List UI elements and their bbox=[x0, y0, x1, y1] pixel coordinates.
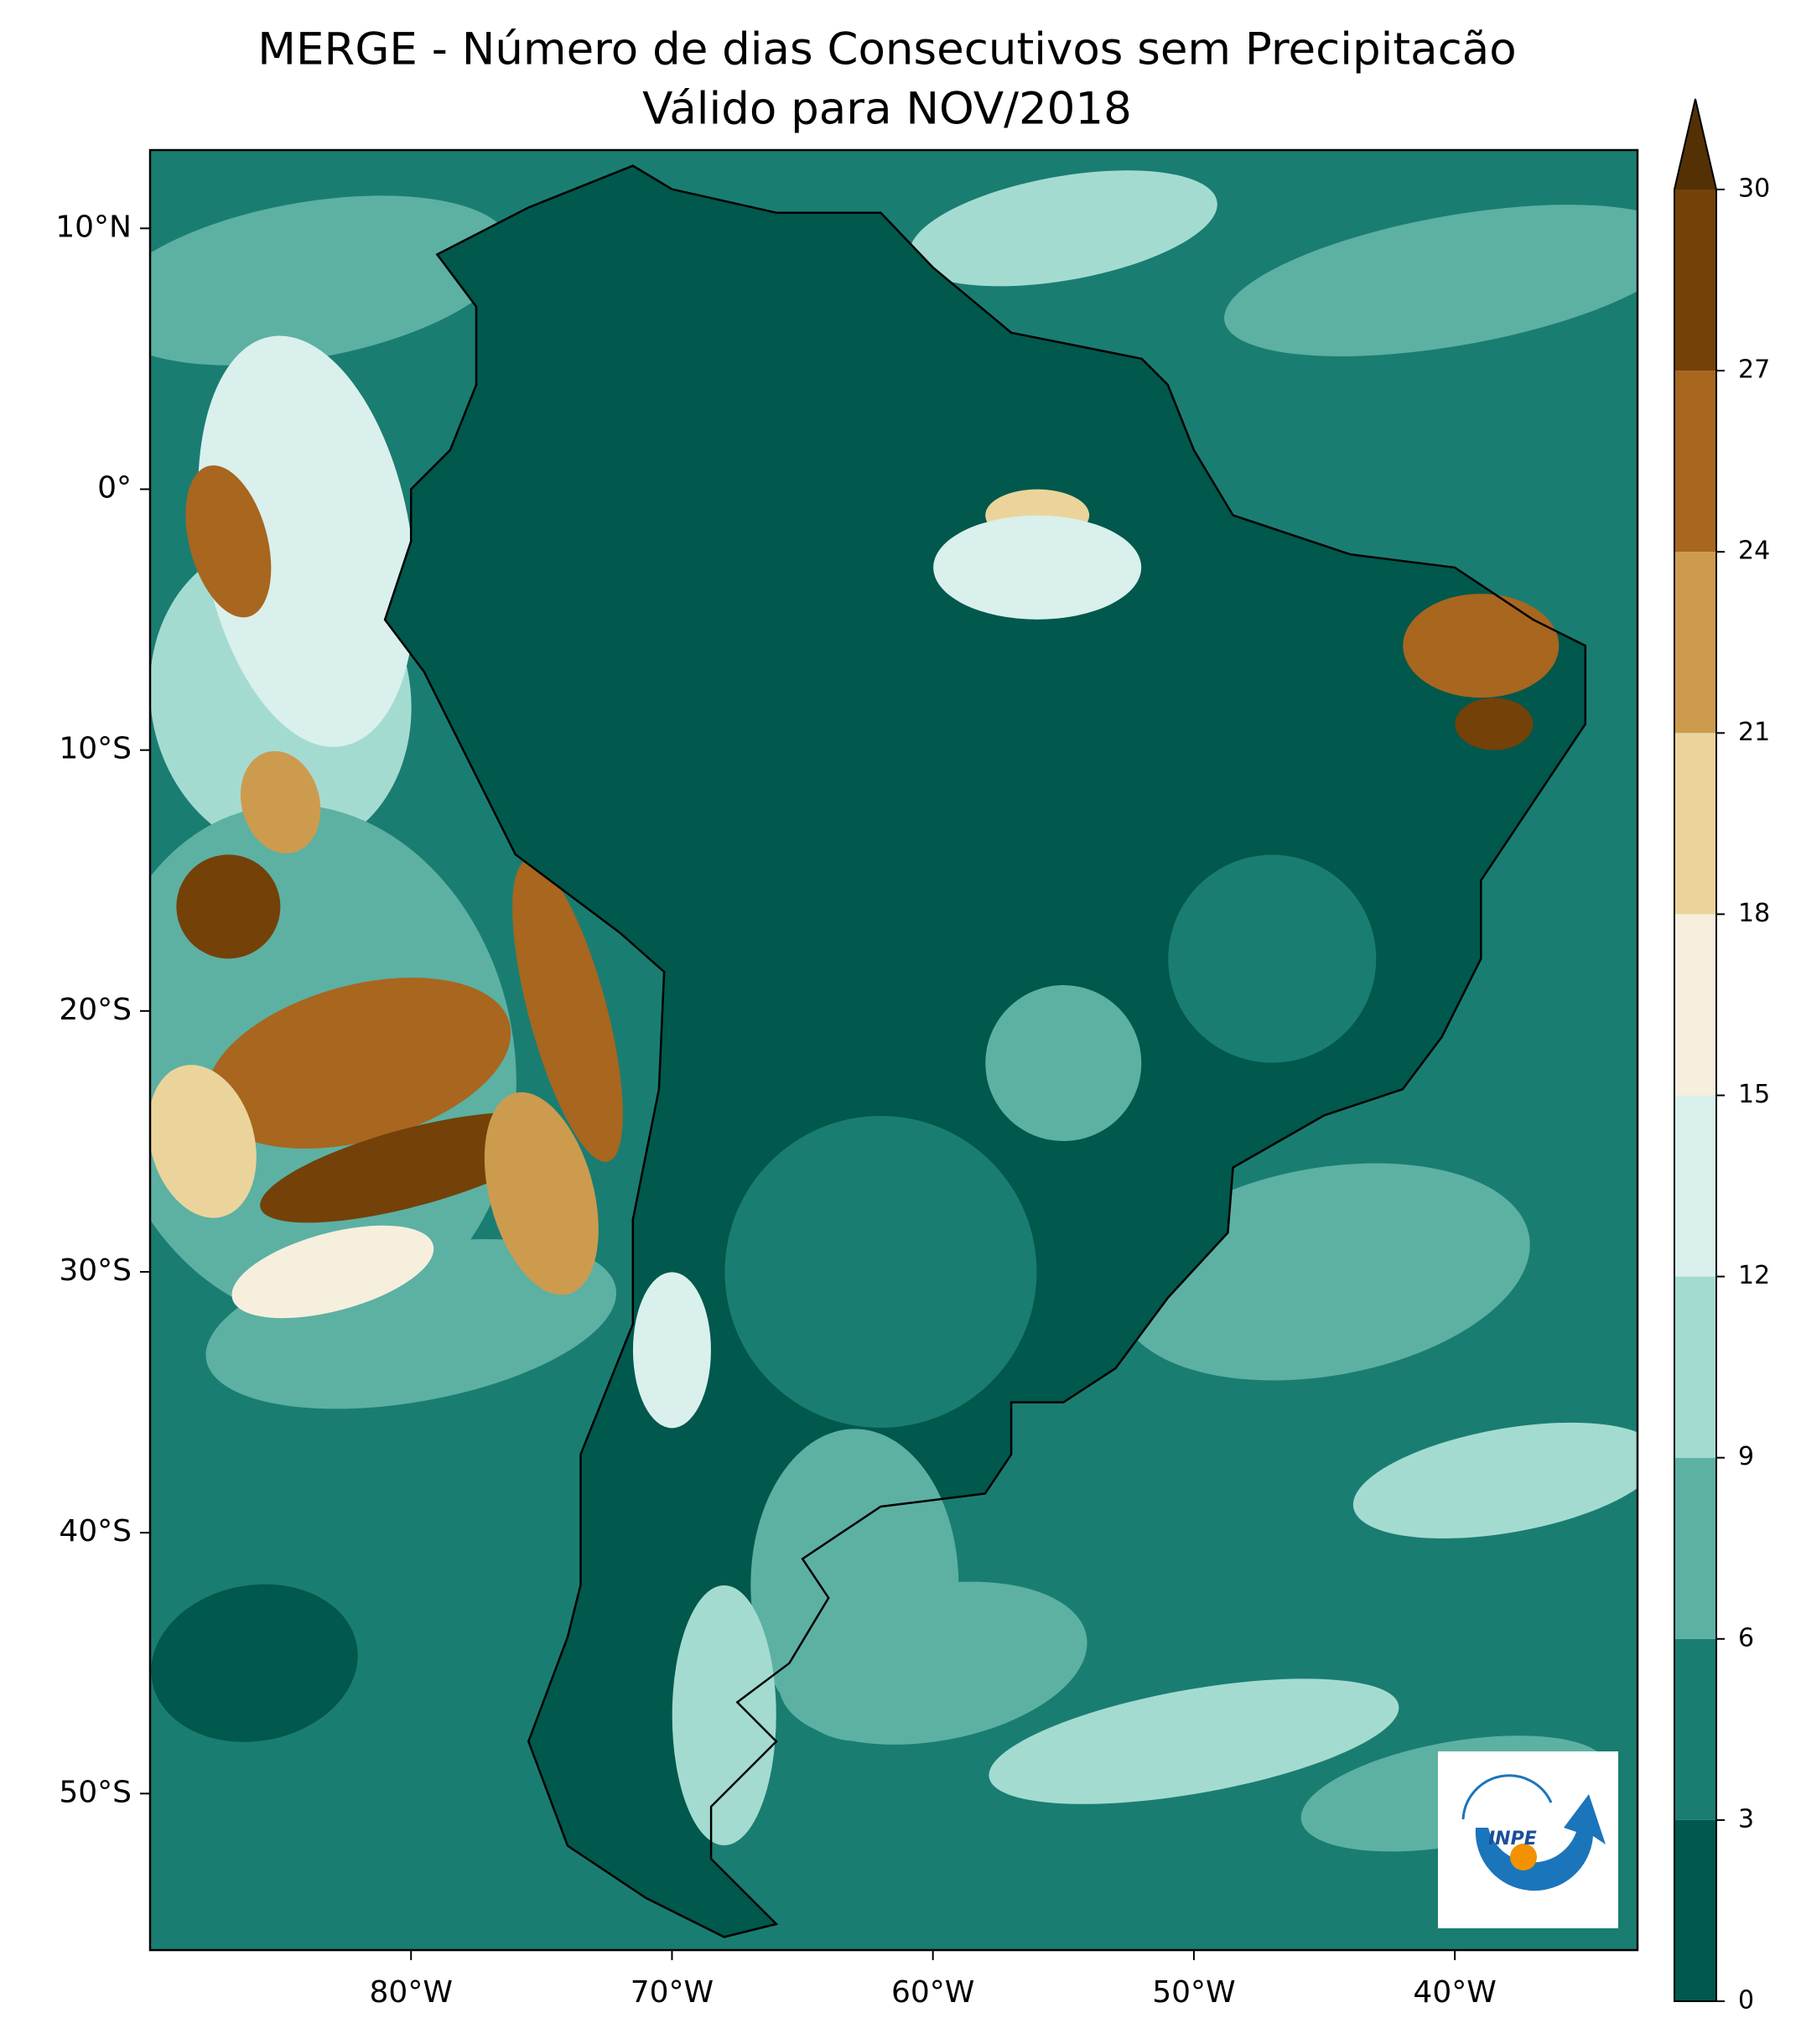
lon-tick-label: 70°W bbox=[631, 1975, 714, 2010]
field-patch bbox=[176, 854, 281, 959]
colorbar-segment bbox=[1674, 1819, 1716, 2001]
colorbar-segment bbox=[1674, 1095, 1716, 1277]
field-patch bbox=[1403, 594, 1560, 698]
colorbar-tick-label: 24 bbox=[1738, 537, 1770, 566]
lat-tick-label: 30°S bbox=[59, 1253, 132, 1288]
field-patch bbox=[185, 465, 272, 618]
logo-text: INPE bbox=[1488, 1829, 1537, 1849]
logo-sun bbox=[1510, 1844, 1537, 1870]
subtitle: Válido para NOV/2018 bbox=[642, 84, 1132, 135]
field-patch bbox=[985, 985, 1142, 1142]
map-frame bbox=[148, 148, 1639, 1952]
coastline bbox=[383, 164, 1587, 1938]
colorbar-tick-label: 30 bbox=[1738, 174, 1770, 204]
field-patch bbox=[632, 1272, 711, 1429]
colorbar-tick-label: 0 bbox=[1738, 1986, 1754, 2015]
logo: INPE bbox=[1438, 1751, 1618, 1928]
colorbar-tick-label: 15 bbox=[1738, 1080, 1770, 1109]
logo-arc bbox=[1461, 1774, 1553, 1820]
field-patch bbox=[1224, 205, 1638, 356]
lat-tick-label: 50°S bbox=[59, 1775, 132, 1809]
lon-tick-label: 60°W bbox=[891, 1975, 974, 2010]
lat-tick-label: 10°N bbox=[55, 210, 132, 244]
map-area bbox=[150, 150, 1638, 1950]
colorbar-segment bbox=[1674, 1457, 1716, 1639]
colorbar-segment bbox=[1674, 371, 1716, 553]
field-patch bbox=[484, 1092, 599, 1295]
colorbar-segment bbox=[1674, 1638, 1716, 1820]
field-patch bbox=[150, 1065, 257, 1218]
field-patch bbox=[909, 170, 1217, 287]
colorbar-extension bbox=[1674, 99, 1716, 189]
colorbar-tick-label: 3 bbox=[1738, 1804, 1754, 1834]
field-patch bbox=[231, 1225, 434, 1319]
logo-swoosh bbox=[1475, 1794, 1606, 1891]
field-patch bbox=[206, 978, 511, 1149]
title: MERGE - Número de dias Consecutivos sem … bbox=[257, 24, 1516, 75]
lon-tick-label: 80°W bbox=[370, 1975, 453, 2010]
lat-tick-label: 0° bbox=[97, 471, 132, 506]
field-patch bbox=[512, 859, 623, 1162]
lat-tick-label: 20°S bbox=[59, 993, 132, 1027]
lat-tick-label: 40°S bbox=[59, 1514, 132, 1549]
lat-tick-label: 10°S bbox=[59, 732, 132, 766]
colorbar-segment bbox=[1674, 1276, 1716, 1458]
field-patch bbox=[1168, 854, 1377, 1063]
field-patch bbox=[724, 1115, 1037, 1428]
field-patch bbox=[151, 1584, 358, 1742]
field-patch bbox=[150, 195, 512, 366]
colorbar-tick-label: 27 bbox=[1738, 355, 1770, 385]
colorbar-segment bbox=[1674, 189, 1716, 371]
field-patch bbox=[198, 335, 416, 747]
colorbar-tick-label: 21 bbox=[1738, 718, 1770, 747]
field-patch bbox=[989, 1678, 1399, 1804]
colorbar-tick-label: 9 bbox=[1738, 1442, 1754, 1471]
colorbar-segment bbox=[1674, 552, 1716, 734]
field-patch bbox=[672, 1585, 776, 1845]
field-patch bbox=[933, 515, 1142, 620]
colorbar-segment bbox=[1674, 733, 1716, 915]
field-patch bbox=[1455, 698, 1534, 750]
field-patch bbox=[1352, 1422, 1638, 1538]
colorbar-tick-label: 12 bbox=[1738, 1261, 1770, 1290]
continent bbox=[385, 165, 1586, 1938]
field-patch bbox=[240, 750, 321, 853]
colorbar-tick-label: 6 bbox=[1738, 1623, 1754, 1652]
colorbar-segment bbox=[1674, 914, 1716, 1096]
colorbar-tick-label: 18 bbox=[1738, 899, 1770, 928]
field-patch bbox=[750, 1429, 959, 1741]
lon-tick-label: 40°W bbox=[1413, 1975, 1496, 2010]
lon-tick-label: 50°W bbox=[1152, 1975, 1235, 2010]
